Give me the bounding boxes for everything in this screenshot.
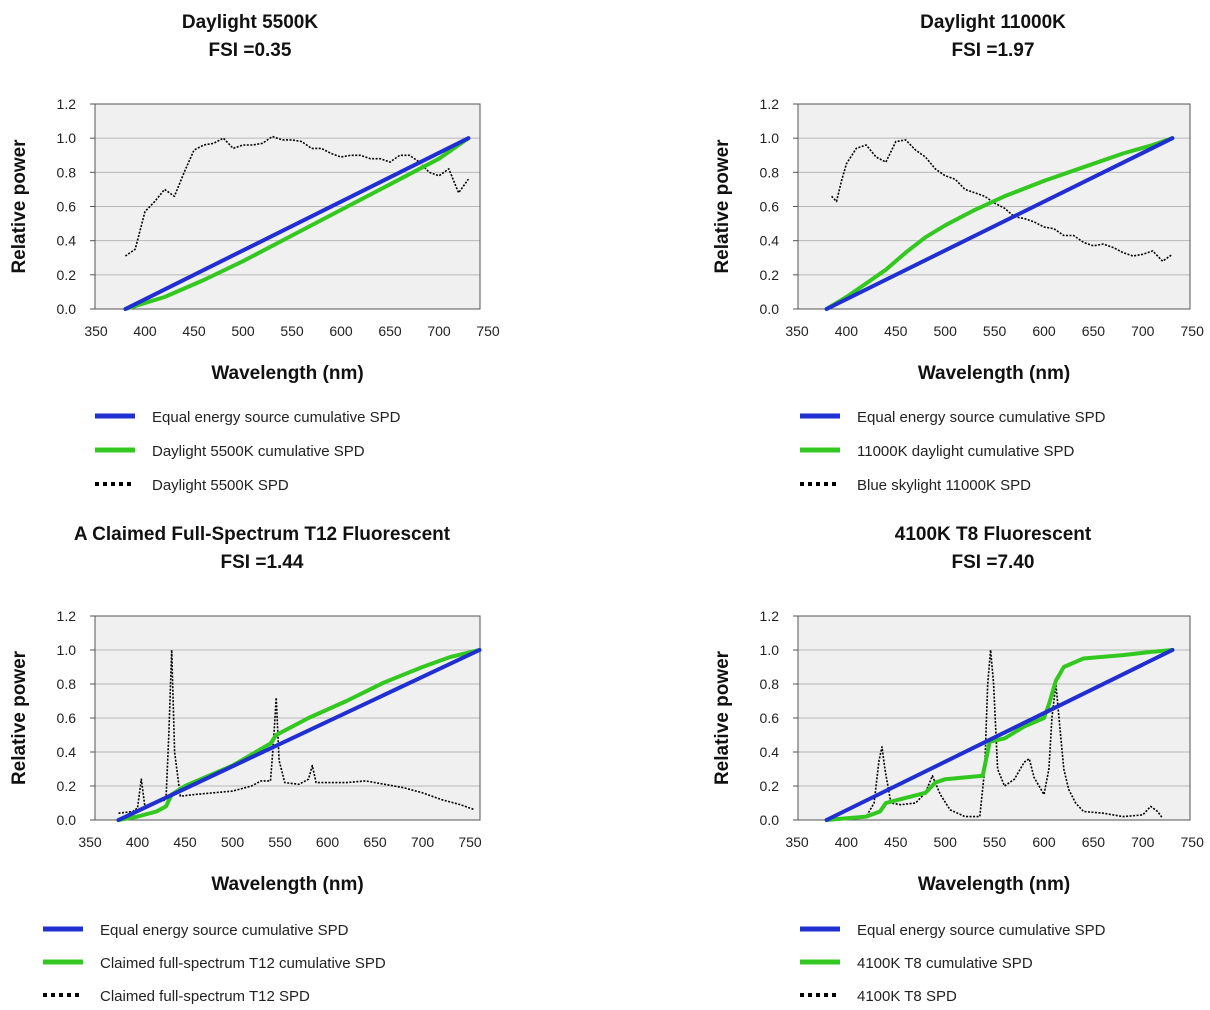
- x-tick-label: 400: [835, 834, 859, 850]
- x-tick-label: 750: [476, 323, 500, 339]
- x-tick-label: 550: [280, 323, 304, 339]
- legend-label: Blue skylight 11000K SPD: [857, 477, 1031, 494]
- y-tick-label: 0.2: [57, 778, 77, 794]
- chart-title: Daylight 5500K: [182, 12, 318, 33]
- x-axis-label: Wavelength (nm): [918, 363, 1070, 384]
- x-tick-label: 450: [884, 323, 908, 339]
- y-tick-label: 1.0: [57, 642, 77, 658]
- x-tick-label: 600: [329, 323, 353, 339]
- y-axis-label: Relative power: [9, 139, 30, 274]
- legend-label: Equal energy source cumulative SPD: [857, 922, 1106, 939]
- legend-label: Daylight 5500K SPD: [152, 477, 289, 494]
- x-tick-label: 500: [231, 323, 255, 339]
- legend-label: 4100K T8 cumulative SPD: [857, 955, 1033, 972]
- x-tick-label: 350: [78, 834, 102, 850]
- y-axis-label: Relative power: [9, 650, 30, 785]
- x-tick-label: 400: [133, 323, 157, 339]
- x-tick-label: 750: [1181, 323, 1205, 339]
- x-tick-label: 500: [934, 834, 958, 850]
- y-tick-label: 1.2: [760, 96, 780, 112]
- x-axis-label: Wavelength (nm): [211, 874, 363, 895]
- x-tick-label: 450: [884, 834, 908, 850]
- x-tick-label: 550: [983, 834, 1007, 850]
- chart-title: 4100K T8 Fluorescent: [895, 524, 1092, 545]
- legend-label: Daylight 5500K cumulative SPD: [152, 443, 365, 460]
- legend-label: Equal energy source cumulative SPD: [100, 922, 349, 939]
- y-tick-label: 0.8: [760, 676, 780, 692]
- y-tick-label: 0.8: [57, 676, 77, 692]
- chart-title: Daylight 11000K: [920, 12, 1066, 33]
- x-tick-label: 350: [785, 323, 809, 339]
- x-axis-label: Wavelength (nm): [918, 874, 1070, 895]
- x-tick-label: 600: [316, 834, 340, 850]
- chart-subtitle: FSI =1.97: [952, 40, 1035, 61]
- legend-label: Equal energy source cumulative SPD: [857, 409, 1106, 426]
- y-tick-label: 1.0: [760, 642, 780, 658]
- x-tick-label: 650: [1082, 834, 1106, 850]
- x-tick-label: 350: [785, 834, 809, 850]
- y-tick-label: 0.2: [57, 267, 77, 283]
- y-tick-label: 1.2: [57, 96, 77, 112]
- y-tick-label: 1.2: [57, 608, 77, 624]
- x-tick-label: 600: [1032, 323, 1056, 339]
- chart-title: A Claimed Full-Spectrum T12 Fluorescent: [74, 524, 451, 545]
- y-tick-label: 0.0: [760, 301, 780, 317]
- legend-label: Claimed full-spectrum T12 cumulative SPD: [100, 955, 386, 972]
- x-tick-label: 500: [934, 323, 958, 339]
- x-tick-label: 750: [458, 834, 482, 850]
- legend-label: 4100K T8 SPD: [857, 988, 957, 1005]
- chart-panel-3: A Claimed Full-Spectrum T12 Fluorescent F…: [9, 524, 482, 1005]
- y-tick-label: 0.4: [57, 233, 77, 249]
- y-tick-label: 0.6: [760, 199, 780, 215]
- x-tick-label: 700: [427, 323, 451, 339]
- y-tick-label: 0.4: [760, 744, 780, 760]
- y-tick-label: 1.2: [760, 608, 780, 624]
- y-tick-label: 0.6: [57, 710, 77, 726]
- x-tick-label: 750: [1181, 834, 1205, 850]
- x-tick-label: 650: [1082, 323, 1106, 339]
- y-axis-label: Relative power: [712, 650, 733, 785]
- y-tick-label: 0.2: [760, 778, 780, 794]
- x-tick-label: 350: [84, 323, 108, 339]
- y-tick-label: 1.0: [57, 130, 77, 146]
- y-tick-label: 0.0: [57, 812, 77, 828]
- chart-subtitle: FSI =0.35: [209, 40, 292, 61]
- x-tick-label: 550: [268, 834, 292, 850]
- y-tick-label: 0.6: [760, 710, 780, 726]
- x-tick-label: 400: [835, 323, 859, 339]
- y-tick-label: 0.8: [760, 164, 780, 180]
- y-tick-label: 0.4: [760, 233, 780, 249]
- y-tick-label: 0.6: [57, 199, 77, 215]
- x-axis-label: Wavelength (nm): [211, 363, 363, 384]
- legend-label: Equal energy source cumulative SPD: [152, 409, 401, 426]
- legend-label: 11000K daylight cumulative SPD: [857, 443, 1075, 460]
- legend-label: Claimed full-spectrum T12 SPD: [100, 988, 310, 1005]
- x-tick-label: 450: [173, 834, 197, 850]
- chart-subtitle: FSI =1.44: [221, 552, 304, 573]
- chart-subtitle: FSI =7.40: [952, 552, 1035, 573]
- chart-panel-1: Daylight 5500K FSI =0.35 0.0 0.2 0.4 0.6 0.8 1.…: [9, 12, 500, 494]
- x-tick-label: 700: [1131, 834, 1155, 850]
- chart-panel-4: 4100K T8 Fluorescent FSI =7.40 0.0 0.2 0.4 0.…: [712, 524, 1204, 1005]
- x-tick-label: 650: [378, 323, 402, 339]
- y-tick-label: 0.4: [57, 744, 77, 760]
- y-tick-label: 0.2: [760, 267, 780, 283]
- x-tick-label: 700: [411, 834, 435, 850]
- chart-panel-2: Daylight 11000K FSI =1.97 0.0 0.2 0.4 0.6 0.8 1…: [712, 12, 1204, 494]
- x-tick-label: 650: [363, 834, 387, 850]
- x-tick-label: 700: [1131, 323, 1155, 339]
- x-tick-label: 550: [983, 323, 1007, 339]
- x-tick-label: 400: [126, 834, 150, 850]
- y-tick-label: 1.0: [760, 130, 780, 146]
- x-tick-label: 500: [221, 834, 245, 850]
- y-tick-label: 0.0: [57, 301, 77, 317]
- y-tick-label: 0.0: [760, 812, 780, 828]
- y-axis-label: Relative power: [712, 139, 733, 274]
- x-tick-label: 450: [182, 323, 206, 339]
- y-tick-label: 0.8: [57, 164, 77, 180]
- x-tick-label: 600: [1032, 834, 1056, 850]
